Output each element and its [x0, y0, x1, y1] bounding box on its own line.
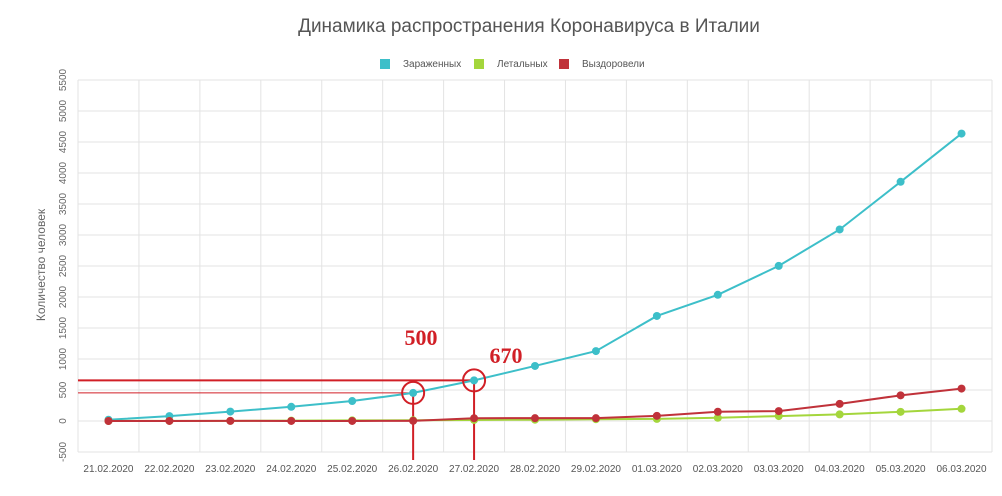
- annotation-circle: [401, 380, 426, 405]
- y-axis-ticks: -500 0 500 1000 1500 2000 2500 3000 3500 4000 4500…: [58, 68, 69, 462]
- data-point[interactable]: [835, 225, 844, 234]
- data-point[interactable]: [896, 391, 905, 400]
- y-tick-label: 500: [58, 381, 69, 398]
- data-point[interactable]: [470, 376, 479, 385]
- x-tick-label: 05.03.2020: [876, 464, 926, 475]
- y-tick-label: 2000: [58, 285, 69, 308]
- legend-item[interactable]: Зараженных: [380, 59, 461, 70]
- data-point[interactable]: [896, 177, 905, 186]
- annotation-circle: [462, 368, 487, 393]
- legend-swatch: [474, 59, 484, 69]
- x-axis-ticks: 21.02.2020 22.02.2020 23.02.2020 24.02.2020…: [83, 464, 987, 475]
- y-tick-label: 5500: [58, 68, 69, 91]
- legend-item[interactable]: Выздоровели: [559, 59, 645, 70]
- data-point[interactable]: [713, 407, 722, 416]
- x-tick-label: 04.03.2020: [815, 464, 865, 475]
- data-point[interactable]: [957, 384, 966, 393]
- legend-swatch: [559, 59, 569, 69]
- data-point[interactable]: [531, 361, 539, 370]
- y-tick-label: 2500: [58, 254, 69, 277]
- data-point[interactable]: [957, 404, 966, 413]
- series-2: [104, 384, 966, 425]
- data-point[interactable]: [591, 414, 600, 423]
- x-tick-label: 22.02.2020: [144, 464, 194, 475]
- data-point[interactable]: [409, 388, 418, 397]
- data-point[interactable]: [896, 407, 905, 416]
- legend-swatch: [380, 59, 390, 69]
- x-tick-label: 25.02.2020: [327, 464, 377, 475]
- x-tick-label: 24.02.2020: [266, 464, 316, 475]
- y-tick-label: 3500: [58, 192, 69, 215]
- x-tick-label: 27.02.2020: [449, 464, 499, 475]
- annotation-label: 670: [490, 343, 523, 368]
- y-tick-label: 3000: [58, 223, 69, 246]
- data-point[interactable]: [774, 261, 783, 270]
- data-point[interactable]: [591, 347, 600, 356]
- annotation-marks: 500 670: [401, 325, 523, 405]
- legend-label: Выздоровели: [582, 59, 645, 70]
- y-axis-label: Количество человек: [34, 208, 48, 321]
- grid: [77, 79, 993, 453]
- x-tick-label: 02.03.2020: [693, 464, 743, 475]
- legend: Зараженных Летальных Выздоровели: [380, 59, 645, 70]
- data-point[interactable]: [226, 407, 235, 416]
- data-point[interactable]: [287, 402, 296, 411]
- x-tick-label: 03.03.2020: [754, 464, 804, 475]
- data-point[interactable]: [652, 411, 661, 420]
- legend-label: Летальных: [497, 59, 548, 70]
- series-line: [108, 132, 963, 421]
- series-0: [104, 129, 966, 424]
- data-point[interactable]: [348, 397, 357, 406]
- series-group: [104, 129, 966, 425]
- x-tick-label: 23.02.2020: [205, 464, 255, 475]
- data-point[interactable]: [713, 290, 722, 299]
- y-tick-label: -500: [58, 442, 69, 462]
- data-point[interactable]: [652, 311, 661, 320]
- x-tick-label: 29.02.2020: [571, 464, 621, 475]
- legend-item[interactable]: Летальных: [474, 59, 548, 70]
- x-tick-label: 01.03.2020: [632, 464, 682, 475]
- data-point[interactable]: [470, 414, 479, 423]
- x-tick-label: 06.03.2020: [937, 464, 987, 475]
- data-point[interactable]: [531, 414, 539, 423]
- y-tick-label: 5000: [58, 99, 69, 122]
- y-tick-label: 4500: [58, 130, 69, 153]
- y-tick-label: 0: [58, 418, 69, 424]
- x-tick-label: 26.02.2020: [388, 464, 438, 475]
- data-point[interactable]: [774, 407, 783, 416]
- annotation-label: 500: [405, 325, 438, 350]
- data-point[interactable]: [287, 416, 296, 425]
- data-point[interactable]: [165, 416, 174, 425]
- data-point[interactable]: [226, 416, 235, 425]
- legend-label: Зараженных: [403, 59, 461, 70]
- data-point[interactable]: [957, 129, 966, 138]
- x-tick-label: 21.02.2020: [83, 464, 133, 475]
- y-tick-label: 4000: [58, 161, 69, 184]
- chart-title: Динамика распространения Коронавируса в …: [298, 16, 760, 37]
- data-point[interactable]: [104, 417, 113, 425]
- data-point[interactable]: [835, 399, 844, 408]
- data-point[interactable]: [348, 416, 357, 425]
- data-point[interactable]: [713, 413, 722, 422]
- data-point[interactable]: [835, 410, 844, 419]
- data-point[interactable]: [409, 416, 418, 425]
- y-tick-label: 1000: [58, 347, 69, 370]
- y-tick-label: 1500: [58, 316, 69, 339]
- x-tick-label: 28.02.2020: [510, 464, 560, 475]
